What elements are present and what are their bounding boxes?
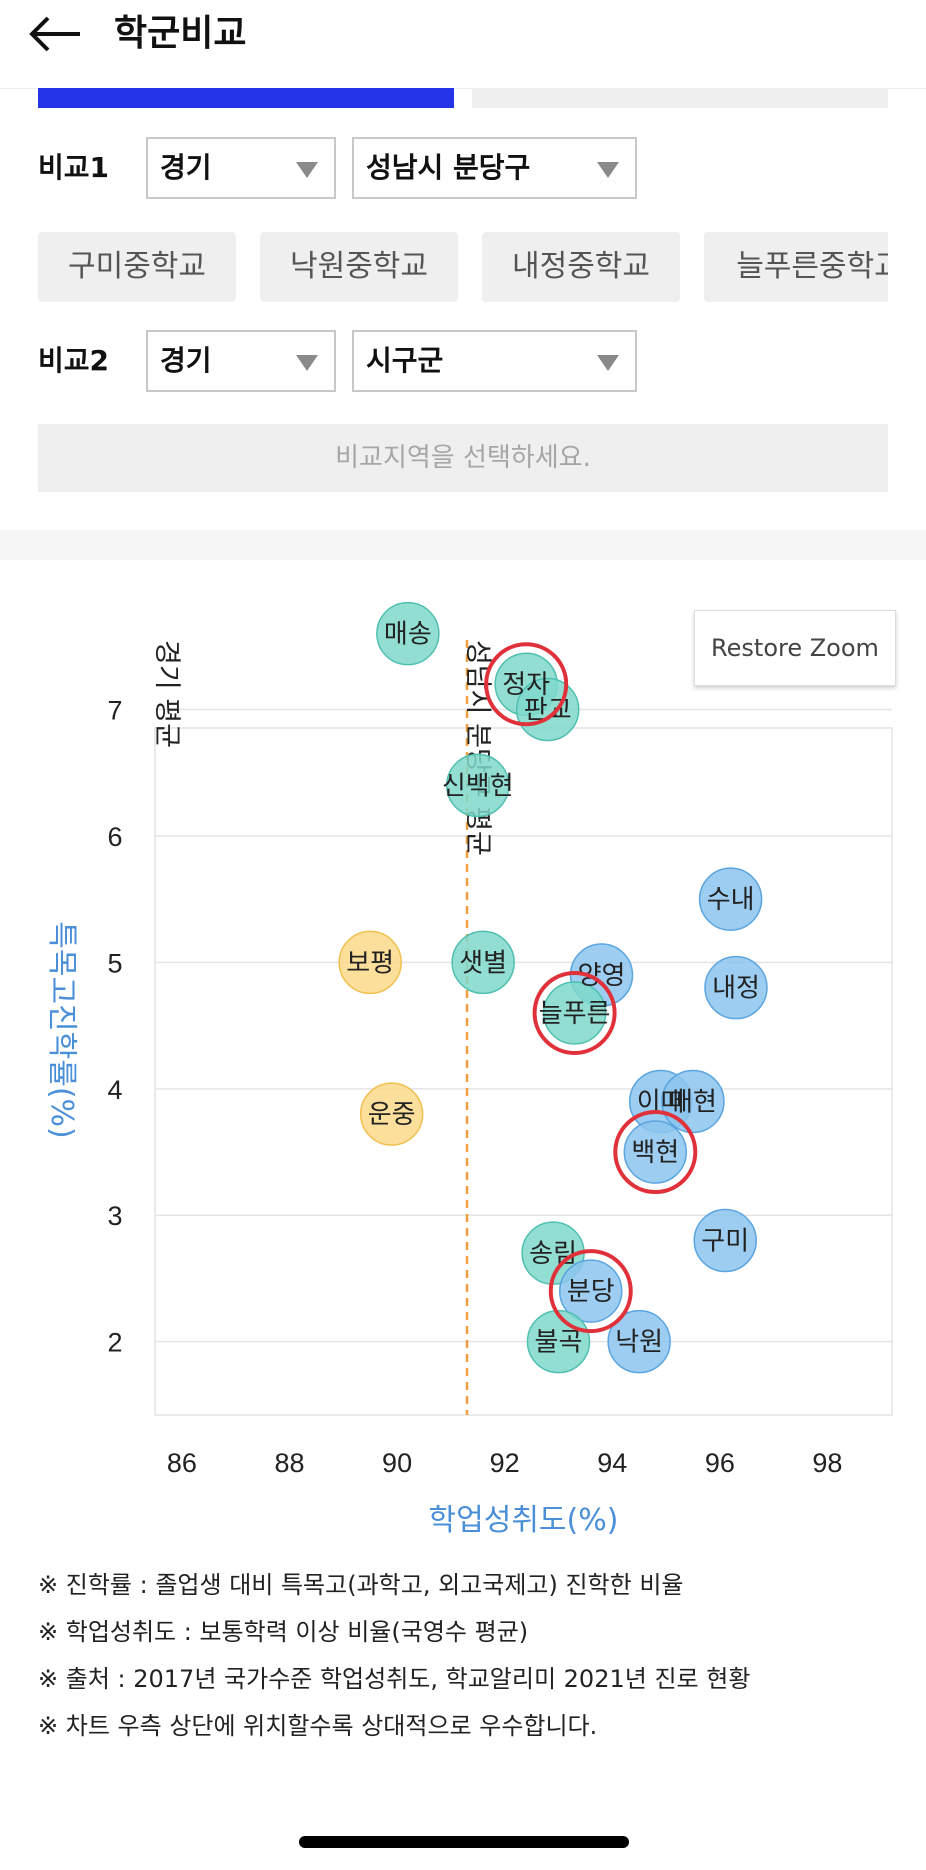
highlight-ring — [613, 1110, 698, 1195]
highlight-ring — [484, 642, 569, 727]
data-point-label: 신백현 — [442, 771, 514, 801]
data-point-label: 백현 — [631, 1138, 679, 1168]
highlight-ring — [548, 1249, 633, 1334]
scatter-chart-svg: 2 3 4 5 6 7 86 88 90 92 94 96 98 학업성취도(%) 특목고진학률(%) 경기 … — [44, 601, 893, 1538]
plot-frame — [154, 727, 893, 1416]
y-axis-title: 특목고진학률(%) — [44, 921, 79, 1139]
y-tick-label: 3 — [107, 1201, 122, 1231]
data-point — [607, 1309, 671, 1374]
data-point — [623, 1120, 688, 1184]
data-point-label: 내정 — [712, 974, 760, 1004]
arrow-left-icon — [29, 16, 80, 52]
data-point-label: 정자 — [502, 670, 550, 700]
compare1-district-value: 성남시 분당구 — [366, 151, 531, 184]
y-tick-label: 5 — [107, 948, 122, 978]
compare-region-placeholder[interactable]: 비교지역을 선택하세요. — [38, 424, 888, 492]
x-tick-label: 94 — [597, 1448, 627, 1478]
y-tick-label: 6 — [107, 822, 122, 852]
data-point — [338, 930, 402, 995]
data-point — [693, 1208, 757, 1273]
section-divider — [0, 530, 926, 560]
compare2-label: 비교2 — [38, 344, 110, 377]
data-point — [359, 1082, 424, 1146]
note-line: ※ 진학률 : 졸업생 대비 특목고(과학고, 외고국제고) 진학한 비율 — [38, 1571, 684, 1599]
x-tick-label: 96 — [705, 1448, 735, 1478]
compare2-province-select[interactable]: 경기 — [146, 330, 336, 392]
x-axis-title: 학업성취도(%) — [429, 1503, 619, 1538]
data-point-label: 구미 — [701, 1227, 749, 1257]
note-line: ※ 출처 : 2017년 국가수준 학업성취도, 학교알리미 2021년 진로 … — [38, 1665, 751, 1693]
x-tick-label: 90 — [382, 1448, 412, 1478]
dropdown-arrow-icon — [296, 355, 318, 371]
data-point-label: 늘푸른 — [539, 999, 611, 1029]
dropdown-arrow-icon — [296, 162, 318, 178]
highlight-ring — [532, 970, 617, 1055]
data-point-label: 운중 — [368, 1100, 416, 1130]
home-indicator — [299, 1836, 629, 1848]
data-point — [558, 1259, 623, 1323]
compare2-district-value: 시구군 — [366, 344, 444, 377]
data-point-label: 낙원 — [615, 1328, 663, 1358]
app-header: 학군비교 — [0, 0, 926, 89]
data-point — [451, 930, 515, 995]
school-chip-list: 구미중학교 낙원중학교 내정중학교 늘푸른중학교 — [38, 232, 888, 302]
compare2-province-value: 경기 — [160, 344, 212, 377]
school-chip[interactable]: 내정중학교 — [482, 232, 680, 302]
data-point-label: 송림 — [529, 1239, 577, 1269]
dropdown-arrow-icon — [597, 162, 619, 178]
data-point-label: 샛별 — [459, 948, 507, 978]
page-title: 학군비교 — [114, 13, 247, 54]
compare1-label: 비교1 — [38, 151, 110, 184]
note-line: ※ 차트 우측 상단에 위치할수록 상대적으로 우수합니다. — [38, 1712, 598, 1740]
data-point — [704, 955, 768, 1020]
restore-zoom-button[interactable]: Restore Zoom — [694, 610, 896, 686]
data-point-label: 수내 — [707, 885, 755, 915]
compare2-district-select[interactable]: 시구군 — [352, 330, 637, 392]
school-chip[interactable]: 낙원중학교 — [260, 232, 458, 302]
data-point-label: 불곡 — [535, 1328, 583, 1358]
school-chip[interactable]: 구미중학교 — [38, 232, 236, 302]
data-point-label: 분당 — [567, 1277, 615, 1307]
data-point — [446, 753, 510, 818]
note-line: ※ 학업성취도 : 보통학력 이상 비율(국영수 평균) — [38, 1618, 529, 1646]
compare1-province-value: 경기 — [160, 151, 212, 184]
x-tick-label: 98 — [812, 1448, 842, 1478]
data-point — [698, 867, 763, 931]
data-point-label: 매현 — [669, 1087, 717, 1117]
data-point — [542, 981, 607, 1045]
x-tick-label: 88 — [274, 1448, 304, 1478]
school-chip[interactable]: 늘푸른중학교 — [704, 232, 888, 302]
y-tick-label: 7 — [107, 696, 122, 726]
data-point-label: 보평 — [346, 948, 394, 978]
scatter-chart: 2 3 4 5 6 7 86 88 90 92 94 96 98 학업성취도(%) 특목고진학률(%) 경기 … — [0, 560, 926, 1540]
x-tick-label: 86 — [167, 1448, 197, 1478]
back-button[interactable] — [28, 14, 86, 54]
tab-active-indicator[interactable] — [38, 88, 454, 108]
compare1-district-select[interactable]: 성남시 분당구 — [352, 137, 637, 199]
data-point — [376, 601, 440, 666]
data-point-label: 매송 — [384, 620, 432, 650]
tab-inactive-indicator[interactable] — [472, 88, 888, 108]
reference-line-label: 경기 평균 — [151, 640, 182, 748]
y-tick-label: 2 — [107, 1328, 122, 1358]
dropdown-arrow-icon — [597, 355, 619, 371]
x-tick-label: 92 — [490, 1448, 520, 1478]
y-tick-label: 4 — [107, 1075, 122, 1105]
compare1-province-select[interactable]: 경기 — [146, 137, 336, 199]
